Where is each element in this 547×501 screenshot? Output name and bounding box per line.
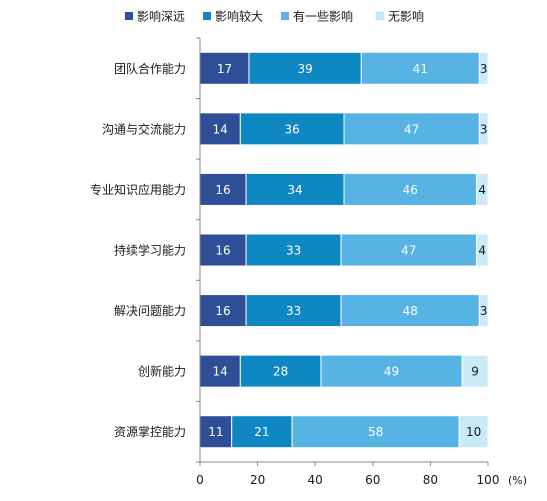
bar-value-label: 4 [478, 183, 486, 197]
bar-segment [245, 233, 342, 267]
bar-segment [461, 354, 489, 388]
category-label: 资源掌控能力 [114, 425, 186, 439]
bar-segment [245, 172, 345, 206]
bar-value-label: 49 [384, 365, 399, 379]
category-label: 沟通与交流能力 [102, 121, 186, 136]
bar-segment [478, 51, 489, 85]
bar-value-label: 14 [213, 365, 228, 379]
bar-value-label: 3 [480, 304, 488, 318]
bar-value-label: 46 [403, 183, 418, 197]
bar-value-label: 11 [208, 425, 223, 439]
bar-segment [239, 112, 345, 146]
bar-value-label: 17 [217, 62, 232, 76]
bar-segment [199, 415, 233, 449]
x-tick-label: 40 [308, 473, 323, 487]
bar-value-label: 10 [466, 425, 481, 439]
category-label: 专业知识应用能力 [90, 182, 186, 197]
category-label: 团队合作能力 [114, 61, 186, 76]
bar-value-label: 58 [368, 425, 383, 439]
bar-segment [320, 354, 463, 388]
bar-segment [199, 172, 247, 206]
bar-value-label: 41 [413, 62, 428, 76]
bar-value-label: 36 [285, 122, 300, 136]
bar-value-label: 28 [273, 365, 288, 379]
bar-value-label: 16 [215, 304, 230, 318]
bar-value-label: 14 [213, 122, 228, 136]
bar-segment [245, 294, 342, 328]
bar-segment [239, 354, 322, 388]
category-label: 创新能力 [138, 364, 186, 379]
bar-value-label: 34 [287, 183, 302, 197]
bar-value-label: 16 [215, 183, 230, 197]
bar-value-label: 47 [401, 244, 416, 258]
legend-swatch-1 [125, 12, 133, 20]
legend-swatch-2 [203, 12, 211, 20]
category-label: 持续学习能力 [114, 243, 186, 258]
bar-segment [478, 112, 489, 146]
bar-segment [231, 415, 293, 449]
bar-segment [248, 51, 362, 85]
x-tick-label: 20 [250, 473, 265, 487]
bar-value-label: 47 [404, 122, 419, 136]
bar-value-label: 48 [403, 304, 418, 318]
bar-value-label: 33 [286, 304, 301, 318]
bar-segment [199, 294, 247, 328]
bar-segment [478, 294, 489, 328]
x-tick-label: 0 [196, 473, 204, 487]
bar-segment [475, 172, 489, 206]
legend-label-4: 无影响 [388, 9, 424, 24]
legend-label-1: 影响深远 [137, 9, 185, 24]
bar-segment [343, 112, 480, 146]
bar-value-label: 3 [480, 62, 488, 76]
legend-label-2: 影响较大 [215, 9, 263, 24]
legend-label-3: 有一些影响 [293, 9, 353, 24]
bar-segment [475, 233, 489, 267]
bar-segment [343, 172, 477, 206]
bar-value-label: 33 [286, 244, 301, 258]
x-axis-unit: (%) [508, 474, 527, 487]
legend-swatch-3 [281, 12, 289, 20]
category-label: 解决问题能力 [114, 304, 186, 318]
x-tick-label: 60 [365, 473, 380, 487]
x-tick-label: 100 [477, 473, 500, 487]
bar-value-label: 3 [480, 122, 488, 136]
bar-segment [360, 51, 480, 85]
bar-value-label: 9 [471, 365, 479, 379]
bar-segment [458, 415, 489, 449]
legend-swatch-4 [375, 11, 385, 21]
bar-value-label: 4 [478, 244, 486, 258]
x-tick-label: 80 [423, 473, 438, 487]
bar-value-label: 21 [254, 425, 269, 439]
bar-value-label: 16 [215, 244, 230, 258]
bar-value-label: 39 [297, 62, 312, 76]
bar-segment [340, 294, 480, 328]
